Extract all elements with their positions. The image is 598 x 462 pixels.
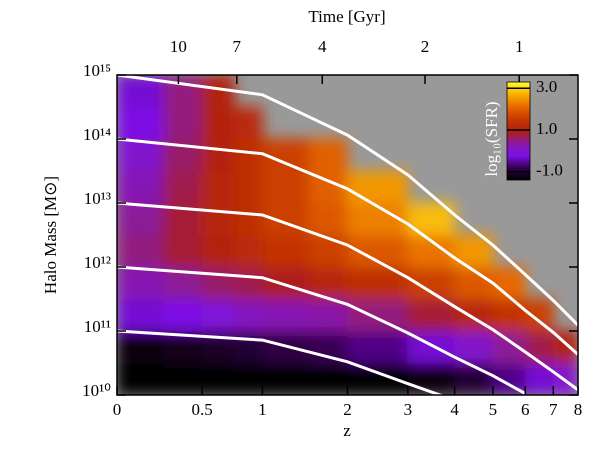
heatmap-cell — [233, 106, 263, 140]
x-tick-label: 5 — [489, 400, 498, 419]
x2-tick-label: 7 — [233, 37, 242, 56]
heatmap-cell — [163, 298, 203, 332]
heatmap-cell — [347, 330, 409, 364]
heatmap-cell — [233, 266, 263, 300]
x-tick-label: 4 — [450, 400, 459, 419]
y-tick-label: 10¹¹ — [84, 317, 111, 336]
heatmap-cell — [261, 138, 310, 172]
heatmap-cell — [492, 330, 526, 364]
heatmap-cell — [117, 330, 165, 364]
heatmap-cell — [117, 234, 165, 268]
heatmap-cell — [163, 170, 203, 204]
heatmap-cell — [308, 202, 348, 236]
x-tick-label: 0 — [113, 400, 122, 419]
plot-area — [117, 75, 578, 395]
heatmap-cell — [492, 266, 526, 300]
heatmap-cell — [201, 202, 235, 236]
heatmap-cell — [308, 138, 348, 172]
heatmap-cell — [524, 330, 554, 364]
heatmap-cell — [308, 234, 348, 268]
heatmap-cell — [117, 298, 165, 332]
mass-track — [117, 265, 527, 395]
x2-tick-label: 1 — [515, 37, 524, 56]
heatmap-cell — [233, 298, 263, 332]
heatmap-cell — [347, 170, 409, 204]
heatmap-cell — [261, 298, 310, 332]
heatmap-cell — [454, 330, 494, 364]
mass-track — [117, 137, 578, 356]
y-tick-label: 10¹⁵ — [83, 61, 111, 80]
heatmap-cell — [233, 330, 263, 364]
y-tick-label: 10¹⁴ — [83, 125, 111, 144]
colorbar — [506, 81, 531, 181]
heatmap-cell — [347, 298, 409, 332]
colorbar-tick-label: 3.0 — [536, 77, 557, 96]
colorbar-label: log₁₀(SFR) — [482, 101, 501, 176]
x2-tick-label: 4 — [318, 37, 327, 56]
x-tick-label: 6 — [521, 400, 530, 419]
heatmap-cell — [261, 234, 310, 268]
heatmap-cell — [308, 330, 348, 364]
heatmap-cell — [117, 266, 165, 300]
x2-axis-title: Time [Gyr] — [308, 7, 385, 26]
mass-track — [117, 75, 578, 327]
heatmap-cell — [163, 106, 203, 140]
x-tick-label: 0.5 — [191, 400, 212, 419]
colorbar-tick-label: 1.0 — [536, 119, 557, 138]
heatmap-cell — [233, 202, 263, 236]
heatmap-cell — [233, 138, 263, 172]
heatmap-cell — [261, 170, 310, 204]
x2-tick-label: 2 — [421, 37, 430, 56]
heatmap-cell — [163, 75, 203, 108]
x-tick-label: 2 — [343, 400, 352, 419]
heatmap-cell — [201, 266, 235, 300]
x-tick-label: 8 — [574, 400, 583, 419]
mass-track — [117, 201, 578, 392]
heatmap-cell — [552, 362, 578, 395]
heatmap-cell — [163, 234, 203, 268]
y-tick-label: 10¹⁰ — [82, 381, 111, 400]
mass-track — [117, 329, 445, 395]
heatmap-cell — [201, 138, 235, 172]
x-tick-label: 3 — [404, 400, 413, 419]
heatmap-cell — [407, 362, 456, 395]
heatmap-cell — [233, 170, 263, 204]
heatmap-cell — [201, 362, 235, 395]
x-tick-label: 7 — [549, 400, 558, 419]
colorbar-tick-label: -1.0 — [536, 161, 563, 180]
heatmap-cell — [201, 298, 235, 332]
heatmap-cell — [117, 362, 165, 395]
heatmap-cell — [201, 106, 235, 140]
heatmap-cell — [117, 106, 165, 140]
heatmap-cell — [233, 362, 263, 395]
heatmap-cell — [201, 170, 235, 204]
heatmap-cell — [201, 234, 235, 268]
heatmap-cell — [407, 298, 456, 332]
x2-tick-label: 10 — [170, 37, 187, 56]
heatmap-cell — [117, 170, 165, 204]
heatmap-cell — [261, 266, 310, 300]
y-tick-label: 10¹³ — [84, 189, 111, 208]
x-tick-label: 1 — [258, 400, 267, 419]
heatmap-cell — [163, 362, 203, 395]
heatmap-cell — [492, 298, 526, 332]
heatmap-cell — [308, 362, 348, 395]
heatmap-cell — [233, 234, 263, 268]
y-tick-label: 10¹² — [84, 253, 111, 272]
x-axis-title: z — [343, 421, 351, 440]
heatmap-cell — [117, 202, 165, 236]
heatmap-cell — [261, 362, 310, 395]
y-axis-title: Halo Mass [M⊙] — [41, 176, 60, 294]
